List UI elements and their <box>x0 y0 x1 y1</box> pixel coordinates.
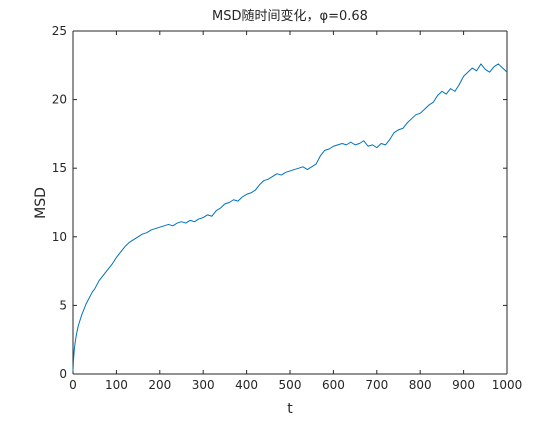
x-tick-label: 900 <box>452 378 475 392</box>
x-tick-label: 700 <box>365 378 388 392</box>
y-axis-label: MSD <box>33 187 49 219</box>
x-tick-label: 300 <box>192 378 215 392</box>
x-tick-label: 400 <box>235 378 258 392</box>
series-group <box>72 63 508 372</box>
y-tick-label: 5 <box>59 298 67 312</box>
x-tick-label: 200 <box>148 378 171 392</box>
x-tick-label: 100 <box>105 378 128 392</box>
y-tick-label: 0 <box>59 367 67 381</box>
y-tick-label: 20 <box>52 93 67 107</box>
x-tick-label: 800 <box>409 378 432 392</box>
x-tick-label: 0 <box>69 378 77 392</box>
chart-title: MSD随时间变化，φ=0.68 <box>212 8 368 24</box>
ticks: 0 100 200 300 400 500 600 700 800 900 1000 0 5 10 15 20… <box>52 24 523 392</box>
y-tick-label: 15 <box>52 161 67 175</box>
x-tick-label: 600 <box>322 378 345 392</box>
x-tick-label: 500 <box>279 378 302 392</box>
msd-series-line <box>72 63 508 372</box>
x-tick-label: 1000 <box>492 378 523 392</box>
plot-area <box>73 31 507 374</box>
x-axis-label: t <box>287 401 293 417</box>
y-tick-label: 10 <box>52 230 67 244</box>
y-tick-label: 25 <box>52 24 67 38</box>
